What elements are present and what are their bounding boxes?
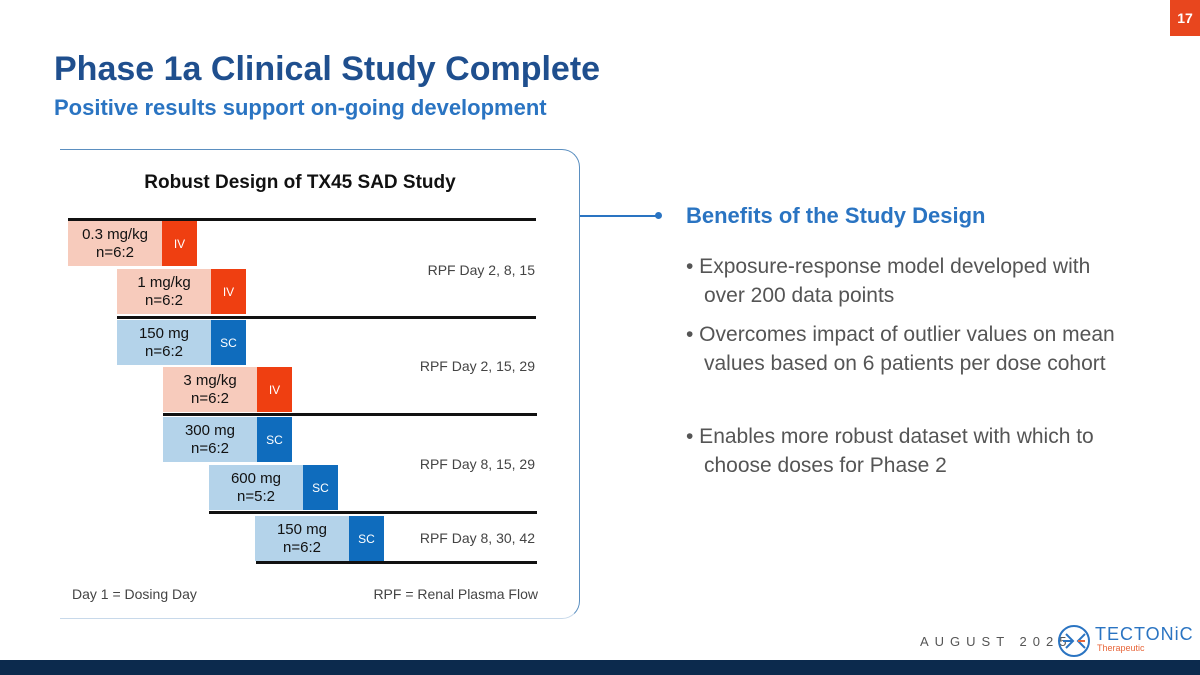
cohort-dose-block: 0.3 mg/kg n=6:2 [68,221,162,266]
route-badge: IV [162,221,197,266]
note-dosing-day: Day 1 = Dosing Day [72,586,197,602]
rpf-label: RPF Day 2, 15, 29 [419,358,535,374]
divider-line [68,218,536,221]
cohort-dose-block: 150 mg n=6:2 [117,320,211,365]
rpf-label: RPF Day 8, 30, 42 [419,530,535,546]
cohort-n: n=6:2 [145,291,183,309]
connector-line [580,215,658,217]
route-badge: SC [303,465,338,510]
route-badge: IV [211,269,246,314]
route-badge: SC [349,516,384,561]
page-number: 17 [1170,0,1200,36]
logo-icon [1058,625,1090,657]
logo-text: TECTONiC [1095,624,1194,644]
route-badge: IV [257,367,292,412]
cohort-dose: 600 mg [230,469,282,487]
cohort-dose-block: 3 mg/kg n=6:2 [163,367,257,412]
cohort-n: n=6:2 [145,342,183,360]
cohort-n: n=6:2 [191,439,229,457]
route-badge: SC [257,417,292,462]
benefit-item: • Overcomes impact of outlier values on … [686,323,1115,375]
cohort-n: n=6:2 [191,389,229,407]
cohort-n: n=5:2 [237,487,275,505]
page-subtitle: Positive results support on-going develo… [54,95,547,120]
cohort-dose-block: 600 mg n=5:2 [209,465,303,510]
cohort-dose: 300 mg [184,421,236,439]
divider-line [256,561,537,564]
page-title: Phase 1a Clinical Study Complete [54,50,601,88]
benefits-title: Benefits of the Study Design [686,203,986,228]
logo-subtext: Therapeutic [1097,643,1145,653]
cohort-dose: 150 mg [276,520,328,538]
benefit-item: • Enables more robust dataset with which… [686,425,1094,477]
connector-dot [655,212,662,219]
divider-line [163,413,537,416]
diagram-title: Robust Design of TX45 SAD Study [144,172,456,193]
cohort-n: n=6:2 [283,538,321,556]
divider-line [209,511,537,514]
cohort-dose: 0.3 mg/kg [82,225,148,243]
cohort-dose-block: 300 mg n=6:2 [163,417,257,462]
rpf-label: RPF Day 8, 15, 29 [419,456,535,472]
cohort-dose: 150 mg [138,324,190,342]
company-logo: TECTONiC Therapeutic [1057,624,1193,658]
rpf-label: RPF Day 2, 8, 15 [427,262,535,278]
footer-date: AUGUST 2025 [920,634,1073,649]
note-rpf: RPF = Renal Plasma Flow [373,586,538,602]
cohort-dose: 1 mg/kg [137,273,191,291]
cohort-dose-block: 150 mg n=6:2 [255,516,349,561]
diagram-panel [60,149,580,619]
cohort-dose: 3 mg/kg [183,371,237,389]
cohort-dose-block: 1 mg/kg n=6:2 [117,269,211,314]
footer-bar [0,660,1200,675]
divider-line [117,316,536,319]
route-badge: SC [211,320,246,365]
benefit-item: • Exposure-response model developed with… [686,255,1091,307]
cohort-n: n=6:2 [96,243,134,261]
